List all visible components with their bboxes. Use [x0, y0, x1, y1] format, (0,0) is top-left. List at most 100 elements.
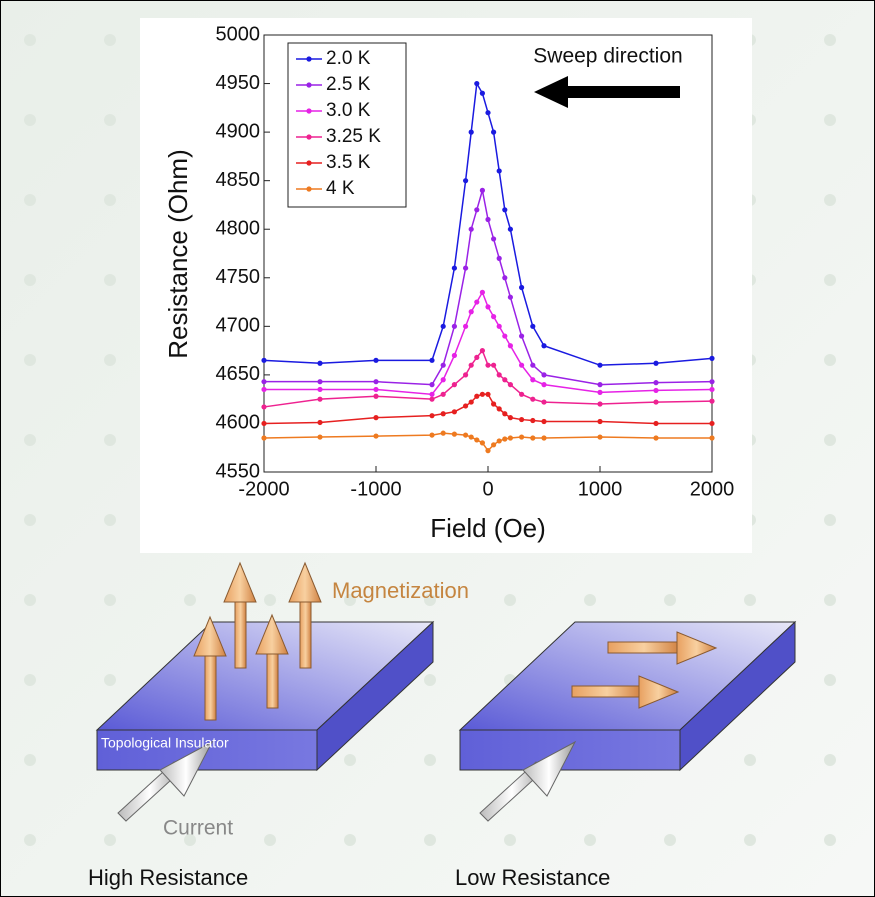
data-point — [479, 391, 485, 397]
data-point — [317, 419, 323, 426]
data-point — [502, 333, 508, 339]
data-point — [519, 362, 525, 368]
data-point — [373, 393, 379, 399]
data-point — [519, 434, 525, 440]
data-point — [373, 386, 379, 393]
data-point — [468, 434, 474, 440]
data-point — [491, 236, 497, 242]
data-point — [440, 430, 446, 436]
data-point — [653, 360, 659, 366]
data-point — [709, 420, 715, 427]
data-point — [502, 436, 508, 442]
legend-label: 2.5 K — [326, 74, 371, 95]
data-point — [519, 284, 525, 291]
legend-label: 2.0 K — [326, 48, 371, 69]
y-tick-label: 4550 — [216, 460, 261, 482]
data-point — [491, 314, 497, 320]
current-label: Current — [163, 817, 233, 840]
data-point — [502, 377, 508, 383]
data-point — [373, 357, 379, 363]
data-point — [317, 379, 323, 385]
sweep-arrow — [534, 76, 680, 108]
data-point — [463, 372, 469, 378]
data-point — [429, 432, 435, 438]
data-point — [507, 226, 513, 232]
legend-label: 3.25 K — [326, 126, 381, 147]
data-point — [530, 362, 536, 368]
data-point — [597, 382, 603, 388]
data-point — [530, 377, 536, 383]
data-point — [485, 304, 491, 310]
data-point — [451, 265, 457, 271]
data-point — [474, 299, 480, 305]
data-point — [709, 355, 715, 361]
data-point — [463, 265, 469, 271]
data-point — [709, 386, 715, 393]
data-point — [317, 434, 323, 440]
legend-label: 3.5 K — [326, 152, 371, 173]
data-point — [451, 382, 457, 388]
data-point — [507, 435, 513, 441]
data-point — [709, 398, 715, 404]
data-point — [507, 415, 513, 421]
data-point — [597, 418, 603, 425]
data-point — [479, 348, 485, 354]
left-caption: High Resistance — [88, 865, 248, 890]
y-tick-label: 5000 — [216, 23, 261, 45]
data-point — [541, 399, 547, 405]
data-point — [261, 420, 267, 427]
data-point — [485, 216, 491, 223]
data-point — [653, 435, 659, 441]
y-tick-label: 4800 — [216, 218, 261, 240]
data-point — [451, 352, 457, 359]
data-point — [491, 129, 497, 135]
legend-marker — [306, 56, 312, 62]
y-tick-label: 4650 — [216, 363, 261, 385]
data-point — [496, 323, 502, 329]
y-tick-label: 4700 — [216, 315, 261, 337]
data-point — [474, 80, 480, 87]
data-point — [530, 417, 536, 424]
data-point — [261, 379, 267, 385]
data-point — [451, 409, 457, 415]
data-point — [463, 178, 469, 184]
data-point — [502, 207, 508, 213]
data-point — [491, 401, 497, 407]
plot: 4550 4600 4650 4700 4750 4800 4850 4900 4950 5000… — [216, 23, 735, 500]
data-point — [597, 401, 603, 407]
data-point — [317, 360, 323, 366]
data-point — [507, 343, 513, 349]
data-point — [468, 129, 474, 135]
data-point — [373, 415, 379, 421]
data-point — [440, 362, 446, 368]
data-point — [474, 437, 480, 443]
legend-marker — [306, 160, 312, 166]
data-point — [507, 294, 513, 300]
data-point — [496, 372, 502, 378]
magnetization-label: Magnetization — [332, 578, 469, 603]
data-point — [709, 435, 715, 441]
data-point — [468, 226, 474, 232]
data-point — [463, 403, 469, 409]
data-point — [502, 275, 508, 281]
data-point — [468, 362, 474, 368]
annotation: Sweep direction — [533, 45, 682, 68]
y-tick-label: 4900 — [216, 120, 261, 142]
data-point — [519, 333, 525, 339]
data-point — [373, 379, 379, 385]
data-point — [519, 416, 525, 423]
data-point — [541, 372, 547, 378]
x-tick-label: 1000 — [578, 478, 623, 500]
data-point — [541, 343, 547, 349]
data-point — [479, 90, 485, 96]
data-point — [261, 435, 267, 441]
data-point — [530, 323, 536, 329]
data-point — [429, 396, 435, 402]
legend-marker — [306, 82, 312, 88]
data-point — [429, 357, 435, 363]
data-point — [491, 362, 497, 368]
data-point — [541, 418, 547, 425]
data-point — [479, 187, 485, 193]
data-point — [541, 435, 547, 441]
